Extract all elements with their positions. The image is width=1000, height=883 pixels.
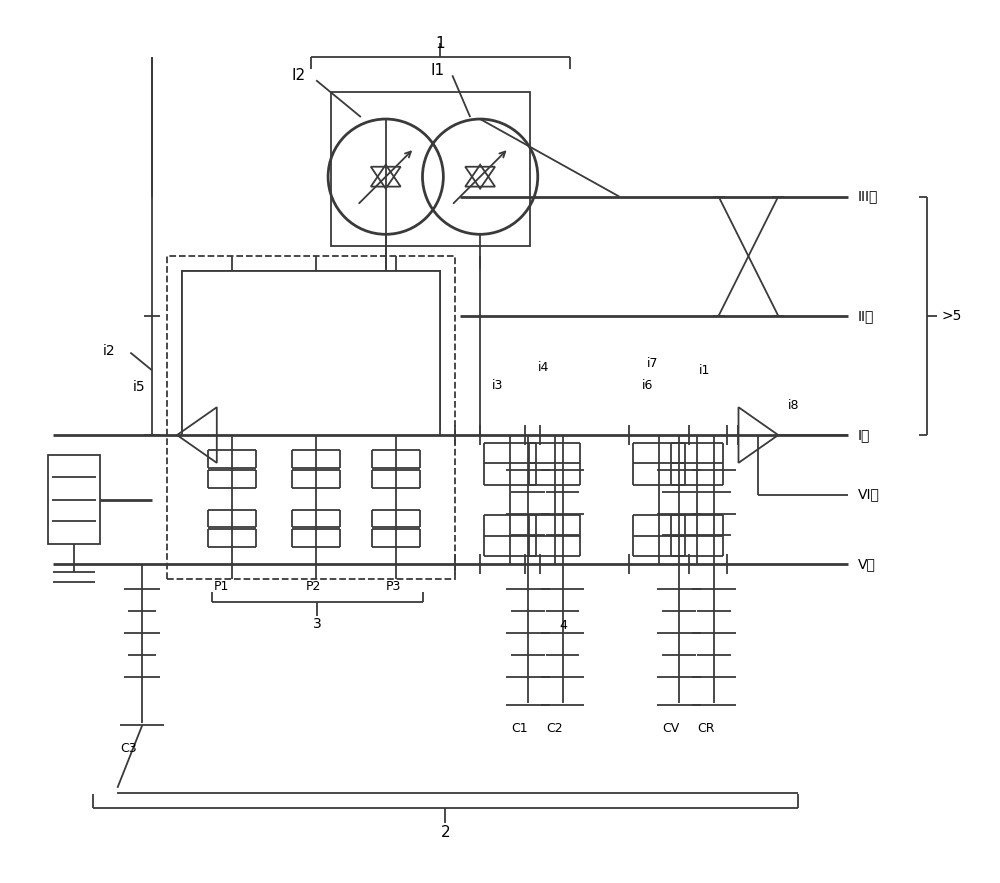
Bar bbox=[331, 92, 530, 246]
Bar bbox=[182, 271, 440, 435]
Text: 3: 3 bbox=[313, 617, 322, 630]
Text: II轴: II轴 bbox=[858, 309, 874, 323]
Bar bbox=[48, 455, 100, 544]
Text: i4: i4 bbox=[538, 361, 549, 374]
Text: 1: 1 bbox=[436, 35, 445, 50]
Bar bbox=[182, 271, 440, 430]
Text: CV: CV bbox=[662, 721, 680, 735]
Text: I2: I2 bbox=[291, 68, 305, 83]
Text: C3: C3 bbox=[120, 742, 137, 755]
Text: I1: I1 bbox=[430, 63, 445, 78]
Text: i8: i8 bbox=[788, 399, 800, 411]
Text: I轴: I轴 bbox=[858, 428, 870, 442]
Text: >5: >5 bbox=[941, 309, 962, 323]
Text: i1: i1 bbox=[699, 364, 710, 377]
Text: i2: i2 bbox=[103, 343, 115, 358]
Text: CR: CR bbox=[697, 721, 714, 735]
Text: P1: P1 bbox=[214, 579, 229, 592]
Text: P2: P2 bbox=[306, 579, 322, 592]
Text: C2: C2 bbox=[546, 721, 563, 735]
Text: 4: 4 bbox=[560, 619, 567, 632]
Bar bbox=[167, 256, 455, 579]
Text: 2: 2 bbox=[441, 825, 450, 840]
Text: i7: i7 bbox=[647, 357, 659, 370]
Text: i5: i5 bbox=[132, 381, 145, 395]
Text: III轴: III轴 bbox=[858, 190, 878, 204]
Text: V轴: V轴 bbox=[858, 557, 876, 571]
Text: C1: C1 bbox=[512, 721, 528, 735]
Text: P3: P3 bbox=[386, 579, 401, 592]
Text: VI轴: VI轴 bbox=[858, 487, 880, 502]
Text: i3: i3 bbox=[492, 379, 503, 392]
Text: i6: i6 bbox=[642, 379, 653, 392]
